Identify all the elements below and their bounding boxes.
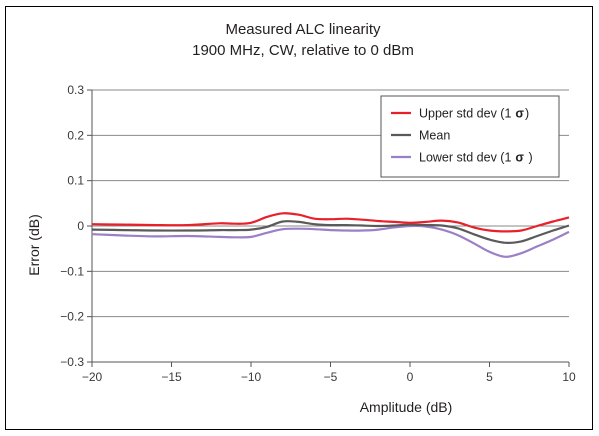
y-tick-label: −0.1 (60, 264, 84, 278)
x-axis-label: Amplitude (dB) (360, 399, 453, 415)
x-tick-label: −5 (324, 370, 338, 384)
mean-line (91, 220, 570, 244)
legend-item-upper: Upper std dev (1 σ) (391, 107, 529, 121)
legend-item-mean: Mean (391, 129, 450, 143)
x-tick-labels: −20 −15 −10 −5 0 5 10 (82, 370, 576, 384)
y-tick-label: −0.3 (60, 355, 84, 369)
y-axis-label: Error (dB) (26, 214, 42, 275)
y-tick-label: 0 (77, 219, 84, 233)
legend-box (380, 95, 560, 178)
x-tick-label: −15 (161, 370, 182, 384)
legend: Upper std dev (1 σ) Mean Lower std dev (1 σ … (380, 95, 560, 178)
x-tick-label: 10 (562, 370, 576, 384)
x-tick-label: −10 (241, 370, 262, 384)
y-tick-labels: 0.3 0.2 0.1 0 −0.1 −0.2 −0.3 (60, 83, 84, 369)
x-tick-label: 0 (407, 370, 414, 384)
chart-frame: Measured ALC linearity 1900 MHz, CW, rel… (5, 6, 593, 430)
legend-label: Mean (419, 129, 450, 143)
y-tick-label: 0.2 (67, 128, 84, 142)
y-tick-label: 0.1 (67, 174, 84, 188)
x-tick-label: 5 (486, 370, 493, 384)
y-tick-label: 0.3 (67, 83, 84, 97)
x-tick-label: −20 (82, 370, 103, 384)
chart-svg: Measured ALC linearity 1900 MHz, CW, rel… (26, 21, 576, 415)
series-lines (91, 212, 570, 258)
axes (87, 89, 570, 367)
lower-std-dev-line (91, 224, 570, 258)
legend-item-lower: Lower std dev (1 σ ) (391, 151, 533, 165)
legend-label: Upper std dev (1 σ) (419, 107, 529, 121)
y-tick-label: −0.2 (60, 310, 84, 324)
chart-title: Measured ALC linearity (225, 21, 381, 38)
chart-subtitle: 1900 MHz, CW, relative to 0 dBm (192, 42, 414, 59)
upper-std-dev-line (91, 212, 570, 233)
legend-label: Lower std dev (1 σ ) (419, 151, 533, 165)
